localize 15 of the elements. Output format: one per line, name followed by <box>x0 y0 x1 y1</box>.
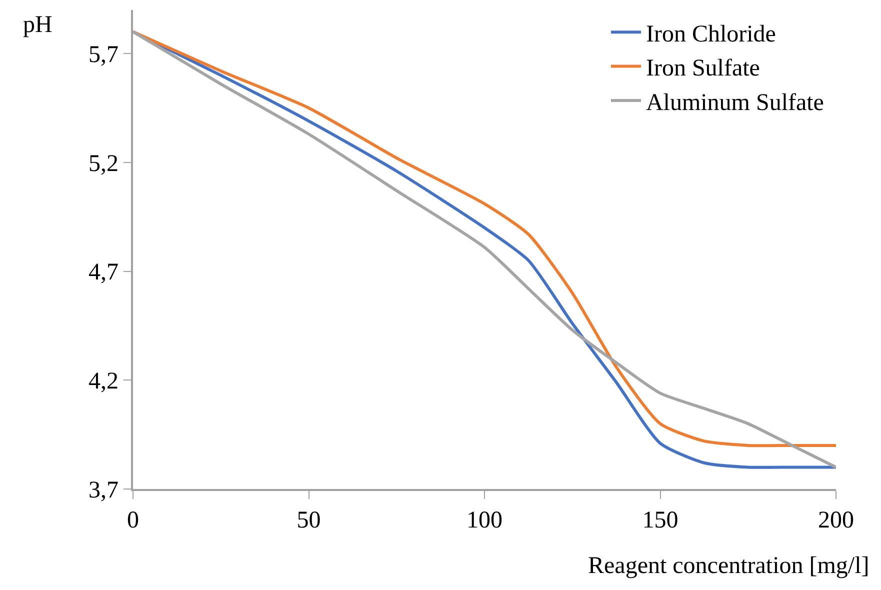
x-tick-label: 150 <box>642 508 678 534</box>
legend-label: Iron Chloride <box>646 21 776 48</box>
x-tick-label: 200 <box>818 508 854 534</box>
x-tick-label: 0 <box>127 508 139 534</box>
y-tick-label: 5,7 <box>88 42 118 68</box>
y-tick-label: 4,7 <box>88 260 118 286</box>
x-tick-label: 50 <box>296 508 321 534</box>
legend-label: Iron Sulfate <box>646 56 760 82</box>
y-tick-label: 4,2 <box>88 368 118 395</box>
x-tick-label: 100 <box>466 508 502 534</box>
y-axis-title: pH <box>23 12 52 38</box>
legend-label: Aluminum Sulfate <box>646 90 824 116</box>
y-tick-label: 3,7 <box>88 477 118 504</box>
y-tick-label: 5,2 <box>88 150 118 177</box>
x-axis-title: Reagent concentration [mg/l] <box>588 553 870 579</box>
